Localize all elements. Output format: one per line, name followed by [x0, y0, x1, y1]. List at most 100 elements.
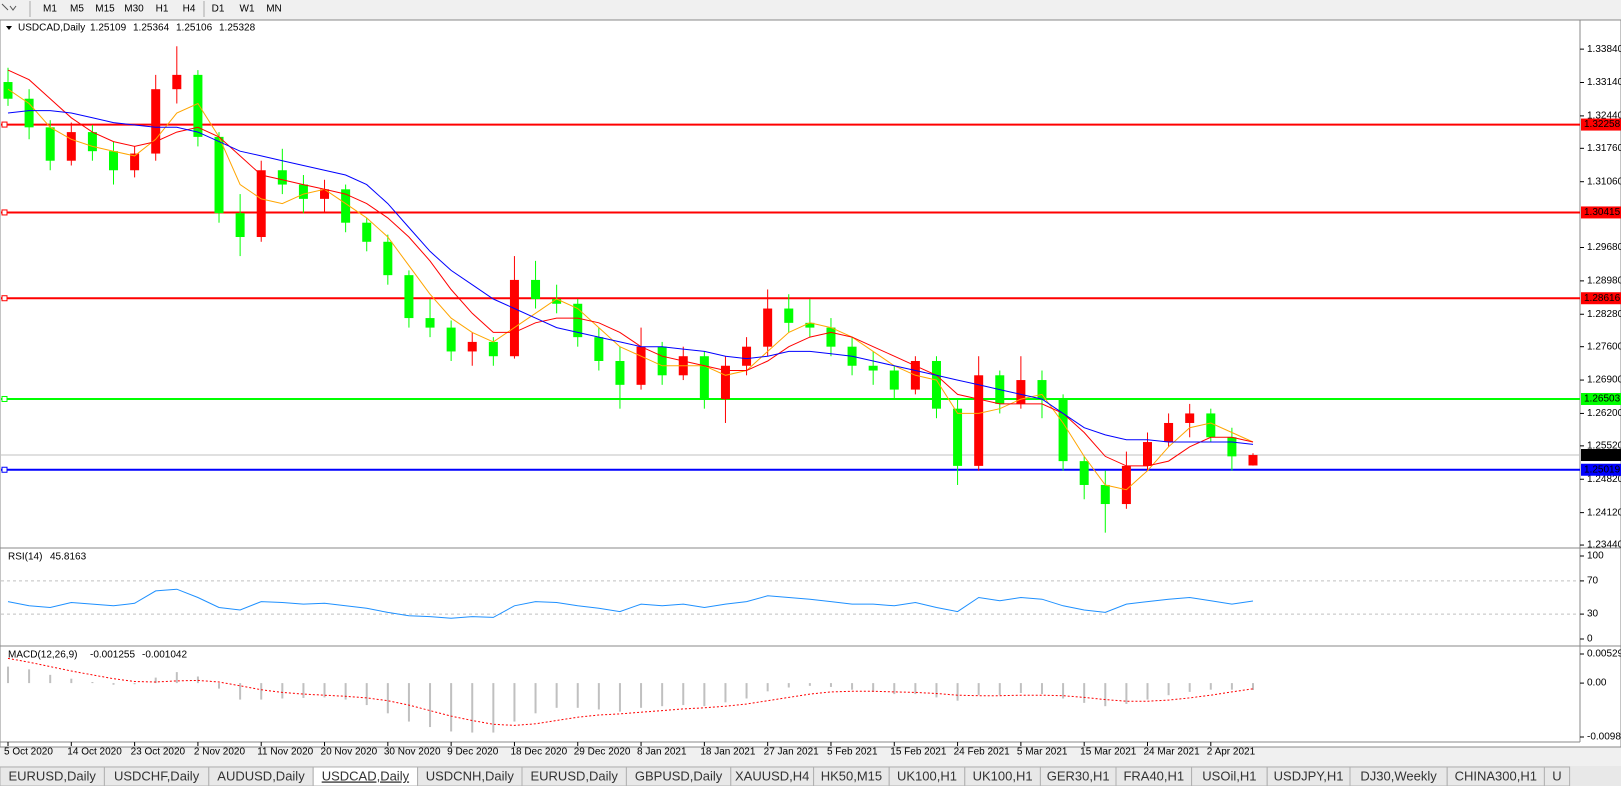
level-handle[interactable]: [1, 121, 8, 128]
candle-body: [109, 151, 119, 171]
tab-label[interactable]: USDCNH,Daily: [426, 768, 515, 783]
timeframe-button[interactable]: W1: [240, 4, 255, 15]
timeframe-button[interactable]: D1: [212, 4, 225, 15]
tab[interactable]: U: [1543, 766, 1571, 786]
candle-body: [298, 184, 308, 199]
timeframe-button[interactable]: M1: [43, 4, 57, 15]
tab-label[interactable]: GER30,H1: [1047, 768, 1110, 783]
candle-body: [1185, 413, 1195, 423]
x-tick-label: 2 Apr 2021: [1207, 747, 1256, 758]
indicator-title: MACD(12,26,9): [8, 650, 77, 661]
tab-label[interactable]: U: [1552, 768, 1561, 783]
tab[interactable]: AUDUSD,Daily: [208, 766, 314, 786]
candle-body: [1206, 413, 1216, 438]
tab[interactable]: GER30,H1: [1039, 766, 1117, 786]
tab[interactable]: USDCAD,Daily: [312, 766, 419, 786]
candle-body: [1016, 380, 1026, 404]
tab[interactable]: EURUSD,Daily: [0, 766, 105, 786]
candle-body: [1037, 380, 1047, 400]
level-label-box: [1581, 292, 1621, 305]
tab-label[interactable]: USDCAD,Daily: [322, 768, 410, 783]
header-value: 1.25106: [176, 23, 213, 34]
candle-body: [1164, 422, 1174, 443]
candle-body: [66, 132, 76, 161]
x-tick-label: 30 Nov 2020: [384, 747, 441, 758]
candle-body: [425, 318, 435, 328]
indicator-title: RSI(14): [8, 552, 42, 563]
x-tick-label: 2 Nov 2020: [194, 747, 246, 758]
x-tick-label: 5 Oct 2020: [4, 747, 53, 758]
tab[interactable]: USDCNH,Daily: [417, 766, 523, 786]
candle-body: [362, 222, 372, 242]
candle-body: [383, 241, 393, 276]
tab[interactable]: UK100,H1: [964, 766, 1041, 786]
tab-label[interactable]: UK100,H1: [973, 768, 1033, 783]
candle-body: [24, 98, 34, 128]
candle-body: [1079, 461, 1089, 485]
toolbar: [0, 0, 1621, 19]
y-tick-label: 30: [1587, 609, 1599, 620]
tab[interactable]: EURUSD,Daily: [521, 766, 627, 786]
level-handle[interactable]: [1, 466, 8, 473]
tab-label[interactable]: AUDUSD,Daily: [217, 768, 305, 783]
level-handle[interactable]: [1, 395, 8, 402]
tab-label[interactable]: DJ30,Weekly: [1360, 768, 1437, 783]
tab[interactable]: GBPUSD,Daily: [625, 766, 732, 786]
tab[interactable]: XAUUSD,H4: [730, 766, 815, 786]
timeframe-button[interactable]: M15: [95, 4, 115, 15]
candle-body: [277, 170, 287, 185]
level-handle[interactable]: [1, 209, 8, 216]
indicator-value: 45.8163: [50, 552, 87, 563]
tab-label[interactable]: USOil,H1: [1202, 768, 1256, 783]
tab[interactable]: CHINA300,H1: [1446, 766, 1545, 786]
tab[interactable]: UK100,H1: [888, 766, 966, 786]
tab-label[interactable]: GBPUSD,Daily: [635, 768, 723, 783]
indicator-value: -0.001255: [90, 650, 135, 661]
candle-body: [1227, 437, 1237, 457]
candle-body: [931, 360, 941, 409]
moving-average: [7, 110, 1254, 445]
x-tick-label: 5 Feb 2021: [827, 747, 878, 758]
tab[interactable]: FRA40,H1: [1115, 766, 1193, 786]
candle-body: [341, 189, 351, 223]
candle-body: [784, 308, 794, 323]
timeframe-button[interactable]: M30: [124, 4, 144, 15]
tab[interactable]: USDJPY,H1: [1266, 766, 1351, 786]
tab-label[interactable]: EURUSD,Daily: [8, 768, 96, 783]
y-tick-label: -0.00981: [1587, 732, 1621, 743]
y-tick-label: 1.25520: [1587, 441, 1621, 452]
tab-label[interactable]: CHINA300,H1: [1455, 768, 1537, 783]
tab-label[interactable]: XAUUSD,H4: [735, 768, 809, 783]
moving-average: [7, 69, 1254, 467]
candle-body: [889, 370, 899, 390]
timeframe-button[interactable]: MN: [266, 4, 282, 15]
x-tick-label: 14 Oct 2020: [67, 747, 122, 758]
candle-body: [974, 375, 984, 466]
candle-body: [1248, 455, 1258, 466]
tab[interactable]: HK50,M15: [813, 766, 890, 786]
x-tick-label: 23 Oct 2020: [131, 747, 186, 758]
timeframe-button[interactable]: H1: [156, 4, 169, 15]
x-tick-label: 5 Mar 2021: [1017, 747, 1068, 758]
tab-label[interactable]: USDCHF,Daily: [114, 768, 200, 783]
tab-label[interactable]: FRA40,H1: [1123, 768, 1184, 783]
candle-body: [45, 127, 55, 161]
timeframe-button[interactable]: M5: [70, 4, 84, 15]
y-tick-label: 1.33840: [1587, 44, 1621, 55]
y-tick-label: 1.26900: [1587, 375, 1621, 386]
collapse-icon[interactable]: [6, 26, 12, 30]
tab[interactable]: USOil,H1: [1191, 766, 1268, 786]
candle-body: [256, 170, 266, 238]
tab[interactable]: DJ30,Weekly: [1349, 766, 1448, 786]
toolbar-icon[interactable]: [1, 3, 17, 11]
candle-body: [1058, 399, 1068, 462]
tab[interactable]: USDCHF,Daily: [103, 766, 210, 786]
y-tick-label: 0.005296: [1587, 649, 1621, 660]
tab-label[interactable]: HK50,M15: [821, 768, 882, 783]
tab-label[interactable]: UK100,H1: [897, 768, 957, 783]
tab-label[interactable]: USDJPY,H1: [1274, 768, 1344, 783]
tab-label[interactable]: EURUSD,Daily: [530, 768, 618, 783]
timeframe-button[interactable]: H4: [183, 4, 196, 15]
level-handle[interactable]: [1, 295, 8, 302]
